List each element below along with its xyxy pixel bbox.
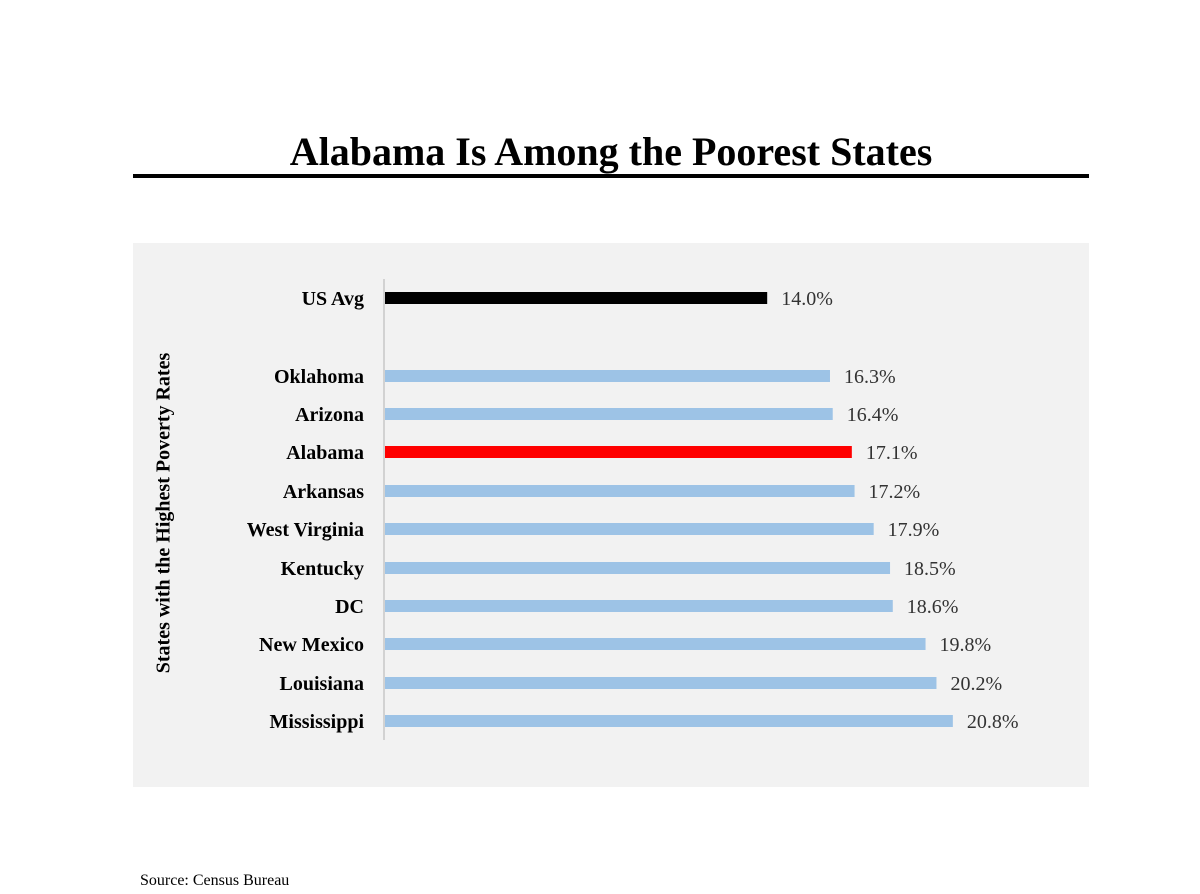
bar-louisiana [385, 677, 937, 689]
bar-mississippi [385, 715, 953, 727]
value-label-oklahoma: 16.3% [844, 366, 896, 388]
category-label-alabama: Alabama [286, 442, 364, 464]
bar-alabama [385, 446, 852, 458]
y-axis-label-text: States with the Highest Poverty Rates [152, 352, 175, 674]
value-label-us-avg: 14.0% [781, 288, 833, 310]
title-rule [133, 174, 1089, 178]
bar-kentucky [385, 562, 891, 574]
category-label-dc: DC [335, 596, 364, 618]
bar-arkansas [385, 485, 855, 497]
page-title: Alabama Is Among the Poorest States [289, 129, 933, 174]
value-label-west-virginia: 17.9% [888, 519, 940, 541]
bar-oklahoma [385, 370, 830, 382]
chart-panel: US Avg 14.0% Oklahoma 16.3% Arizona 16.4% Alab… [133, 243, 1089, 787]
bar-dc [385, 600, 893, 612]
value-label-arizona: 16.4% [847, 404, 899, 426]
value-label-mississippi: 20.8% [967, 711, 1019, 733]
bar-chart: US Avg 14.0% Oklahoma 16.3% Arizona 16.4% Alab… [247, 279, 1019, 740]
bar-arizona [385, 408, 833, 420]
value-label-dc: 18.6% [907, 596, 959, 618]
category-label-arkansas: Arkansas [283, 481, 364, 503]
category-label-west-virginia: West Virginia [247, 519, 364, 541]
category-label-oklahoma: Oklahoma [274, 366, 364, 388]
category-label-arizona: Arizona [295, 404, 364, 426]
value-label-kentucky: 18.5% [904, 558, 956, 580]
value-label-alabama: 17.1% [866, 442, 918, 464]
category-label-mississippi: Mississippi [270, 711, 365, 733]
bar-new-mexico [385, 638, 926, 650]
value-label-arkansas: 17.2% [869, 481, 921, 503]
source-note: Source: Census Bureau [140, 872, 290, 889]
bar-west-virginia [385, 523, 874, 535]
category-label-louisiana: Louisiana [280, 673, 364, 695]
value-label-louisiana: 20.2% [950, 673, 1002, 695]
category-label-kentucky: Kentucky [281, 558, 364, 580]
bar-us-avg [385, 292, 768, 304]
category-label-new-mexico: New Mexico [259, 634, 364, 656]
value-label-new-mexico: 19.8% [940, 634, 992, 656]
category-label-us-avg: US Avg [302, 288, 364, 310]
